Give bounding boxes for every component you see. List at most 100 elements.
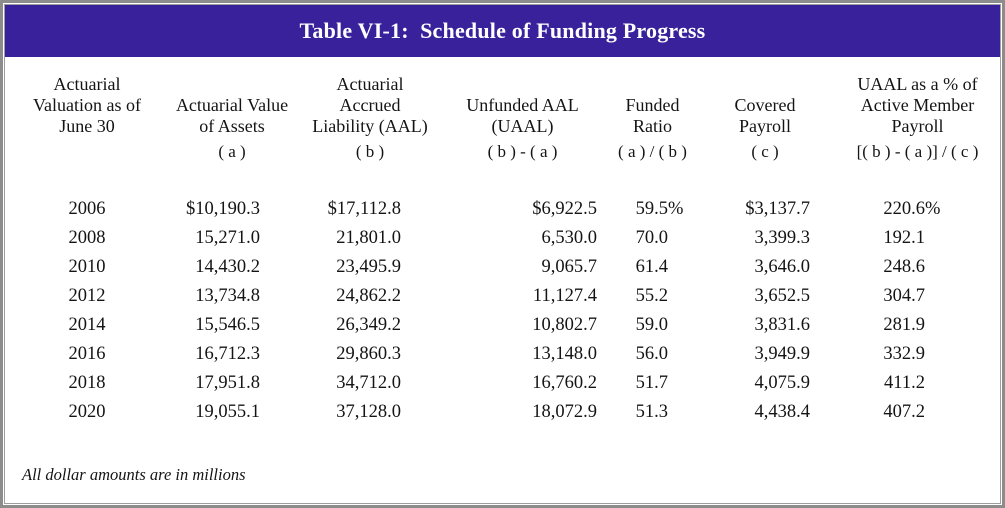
cell-number: 59.5 [635,199,668,219]
value-cell: 17,951.8 [159,369,305,398]
table-row: 2006 $10,190.3 $17,112.8 $6,922.5 59.5% $3,13… [5,195,1000,224]
cell-number: $6,922.5 [532,199,597,219]
column-formula: ( a ) / ( b ) [618,142,687,161]
column-header-line: (UAAL) [491,116,554,136]
cell-number: 15,546.5 [195,315,260,335]
value-cell: 21,801.0 [305,224,435,253]
value-cell: $3,137.7 [695,195,835,224]
year-cell: 2006 [68,199,106,219]
cell-number: 10,802.7 [532,315,597,335]
cell-number: 51.7 [635,373,668,393]
table-inner-border: Table VI-1: Schedule of Funding Progress… [4,4,1001,504]
column-header: Actuarial Valuation as of June 30 [5,74,159,137]
cell-number: 55.2 [635,286,668,306]
year-cell: 2018 [68,373,106,393]
cell-number: 13,734.8 [195,286,260,306]
percent-suffix: % [925,199,941,219]
cell-number: 23,495.9 [336,257,401,277]
value-cell: $10,190.3 [159,195,305,224]
value-cell: 19,055.1 [159,398,305,427]
cell-number: 56.0 [635,344,668,364]
column-formula: ( b ) [355,142,385,161]
cell-number: 411.2 [884,373,925,393]
value-cell: 11,127.4 [435,282,610,311]
value-cell: 16,760.2 [435,369,610,398]
value-cell: 59.5% [610,195,695,224]
column-header-line: Actuarial Value [175,95,289,115]
value-cell: 24,862.2 [305,282,435,311]
cell-number: 13,148.0 [532,344,597,364]
value-cell: 6,530.0 [435,224,610,253]
value-cell: 3,949.9 [695,340,835,369]
value-cell: 15,271.0 [159,224,305,253]
cell-number: 220.6 [883,199,925,219]
table-row: 2014 15,546.5 26,349.2 10,802.7 59.0 3,831.6 2… [5,311,1000,340]
table-row: 2020 19,055.1 37,128.0 18,072.9 51.3 4,438.4 4… [5,398,1000,427]
cell-number: 192.1 [883,228,925,248]
value-cell: 56.0 [610,340,695,369]
value-cell: 3,399.3 [695,224,835,253]
value-cell: 16,712.3 [159,340,305,369]
year-cell: 2016 [68,344,106,364]
value-cell: 26,349.2 [305,311,435,340]
value-cell: 61.4 [610,253,695,282]
cell-number: 11,127.4 [532,286,597,306]
value-cell: 3,646.0 [695,253,835,282]
value-cell: 9,065.7 [435,253,610,282]
year-cell: 2012 [68,286,106,306]
column-header-line: Liability (AAL) [312,116,428,136]
column-header: Unfunded AAL (UAAL) [435,74,610,137]
table-row: 2010 14,430.2 23,495.9 9,065.7 61.4 3,646.0 24… [5,253,1000,282]
cell-number: 248.6 [883,257,925,277]
column-header-line: Active Member [860,95,975,115]
table-formula-row: ( a ) ( b ) ( b ) - ( a ) ( a ) / ( b ) ( c … [5,137,1000,162]
value-cell: 59.0 [610,311,695,340]
cell-number: 281.9 [883,315,925,335]
cell-number: 3,831.6 [754,315,811,335]
value-cell: 14,430.2 [159,253,305,282]
column-header-line: Funded [625,95,680,115]
table-body: 2006 $10,190.3 $17,112.8 $6,922.5 59.5% $3,13… [5,195,1000,427]
cell-number: 34,712.0 [336,373,401,393]
cell-number: $10,190.3 [186,199,260,219]
value-cell: 29,860.3 [305,340,435,369]
cell-number: $17,112.8 [327,199,401,219]
cell-number: 24,862.2 [336,286,401,306]
cell-number: 70.0 [635,228,668,248]
table-footnote: All dollar amounts are in millions [22,465,246,484]
value-cell: 37,128.0 [305,398,435,427]
value-cell: 3,831.6 [695,311,835,340]
cell-number: 407.2 [883,402,925,422]
value-cell: 281.9 [835,311,1000,340]
value-cell: $6,922.5 [435,195,610,224]
column-header-line: Payroll [739,116,791,136]
value-cell: $17,112.8 [305,195,435,224]
column-formula: ( c ) [751,142,779,161]
column-header: Actuarial Value of Assets [159,74,305,137]
year-cell: 2008 [68,228,106,248]
cell-number: 3,399.3 [754,228,811,248]
cell-number: 18,072.9 [532,402,597,422]
cell-number: 29,860.3 [336,344,401,364]
cell-number: 9,065.7 [541,257,598,277]
cell-number: 14,430.2 [195,257,260,277]
value-cell: 10,802.7 [435,311,610,340]
value-cell: 411.2 [835,369,1000,398]
column-header: Actuarial Accrued Liability (AAL) [305,74,435,137]
cell-number: $3,137.7 [745,199,810,219]
column-header: UAAL as a % of Active Member Payroll [835,74,1000,137]
table-title: Table VI-1: Schedule of Funding Progress [299,18,706,43]
year-cell: 2014 [68,315,106,335]
value-cell: 407.2 [835,398,1000,427]
column-header-line: Actuarial [53,74,121,94]
cell-number: 51.3 [635,402,668,422]
value-cell: 15,546.5 [159,311,305,340]
value-cell: 3,652.5 [695,282,835,311]
year-cell: 2020 [68,402,106,422]
cell-number: 59.0 [635,315,668,335]
value-cell: 55.2 [610,282,695,311]
cell-number: 4,075.9 [754,373,811,393]
value-cell: 18,072.9 [435,398,610,427]
column-header-line: of Assets [199,116,265,136]
